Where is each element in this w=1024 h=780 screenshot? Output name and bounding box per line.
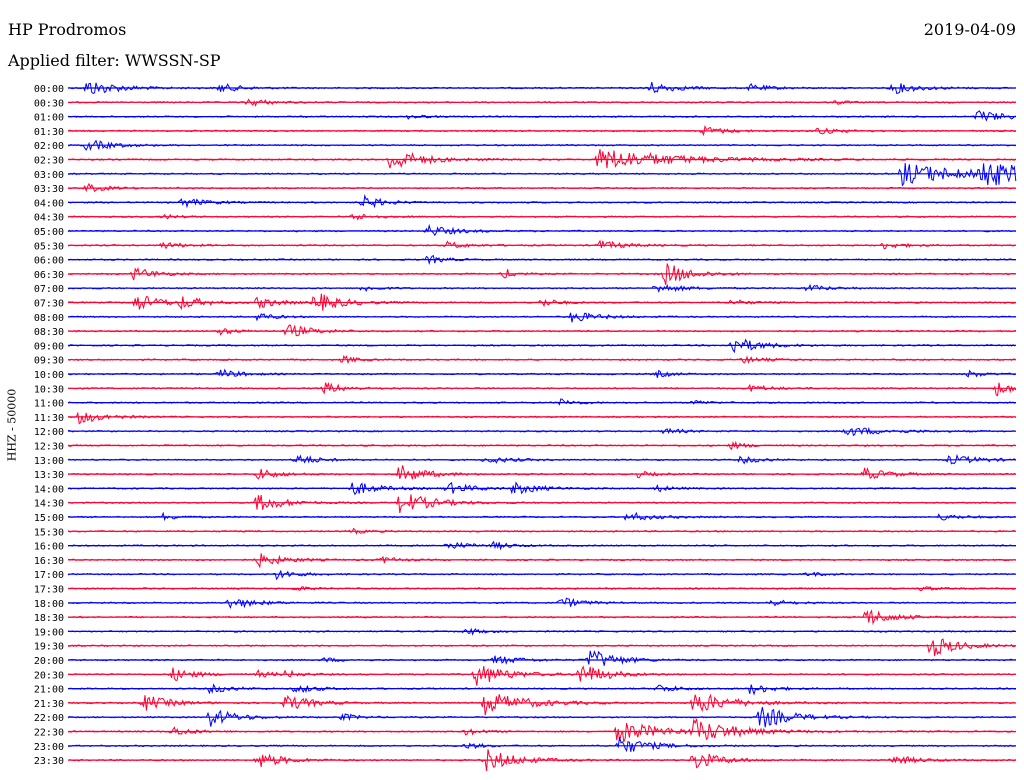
row-time-label: 14:30	[34, 499, 64, 510]
row-time-label: 11:00	[34, 399, 64, 410]
seismic-trace	[67, 494, 1016, 514]
seismic-trace	[67, 693, 1016, 716]
seismic-trace	[67, 569, 1016, 581]
row-time-label: 15:30	[34, 527, 64, 538]
seismic-trace	[67, 149, 1017, 169]
row-time-label: 20:30	[34, 670, 64, 681]
row-time-label: 12:00	[34, 427, 64, 438]
filter-label: Applied filter: WWSSN-SP	[8, 51, 221, 70]
row-time-label: 13:00	[34, 456, 64, 467]
row-time-label: 17:00	[34, 570, 64, 581]
row-time-label: 03:00	[34, 170, 64, 181]
seismic-trace	[67, 193, 1017, 209]
row-time-label: 00:30	[34, 98, 64, 109]
row-time-label: 02:00	[34, 141, 64, 152]
row-time-label: 05:30	[34, 241, 64, 252]
row-time-label: 14:00	[34, 484, 64, 495]
seismic-trace	[67, 665, 1017, 686]
row-time-label: 11:30	[34, 413, 64, 424]
row-time-label: 07:30	[34, 299, 64, 310]
row-time-label: 19:30	[34, 642, 64, 653]
row-time-label: 06:00	[34, 256, 64, 267]
row-time-label: 10:00	[34, 370, 64, 381]
row-time-label: 21:00	[34, 685, 64, 696]
row-time-label: 04:00	[34, 198, 64, 209]
row-time-label: 10:30	[34, 384, 64, 395]
seismic-trace	[67, 381, 1017, 397]
row-time-label: 01:30	[34, 127, 64, 138]
row-time-label: 20:00	[34, 656, 64, 667]
row-time-label: 04:30	[34, 213, 64, 224]
seismic-trace	[67, 398, 1016, 406]
row-time-label: 13:30	[34, 470, 64, 481]
row-time-label: 00:00	[34, 84, 64, 95]
seismic-trace	[67, 110, 1016, 122]
seismic-trace	[67, 312, 1016, 323]
row-time-label: 22:30	[34, 728, 64, 739]
station-title: HP Prodromos	[8, 20, 127, 39]
row-time-label: 17:30	[34, 585, 64, 596]
seismic-trace	[67, 324, 1016, 337]
row-time-label: 06:30	[34, 270, 64, 281]
date-label: 2019-04-09	[923, 20, 1016, 39]
row-time-label: 01:00	[34, 113, 64, 124]
row-time-label: 16:30	[34, 556, 64, 567]
row-time-label: 07:00	[34, 284, 64, 295]
row-time-label: 09:30	[34, 356, 64, 367]
row-time-label: 18:00	[34, 599, 64, 610]
row-time-label: 15:00	[34, 513, 64, 524]
seismic-trace	[67, 638, 1016, 657]
seismic-trace	[67, 411, 1016, 425]
row-time-label: 12:30	[34, 442, 64, 453]
row-time-label: 23:30	[34, 756, 64, 767]
row-time-label: 21:30	[34, 699, 64, 710]
row-time-label: 23:00	[34, 742, 64, 753]
seismic-trace	[67, 650, 1016, 666]
row-time-label: 08:00	[34, 313, 64, 324]
row-time-label: 08:30	[34, 327, 64, 338]
row-time-label: 02:30	[34, 156, 64, 167]
row-time-label: 18:30	[34, 613, 64, 624]
seismic-trace	[67, 683, 1016, 696]
row-time-label: 03:30	[34, 184, 64, 195]
seismic-trace	[67, 465, 1017, 480]
row-time-label: 22:00	[34, 713, 64, 724]
row-time-label: 16:00	[34, 542, 64, 553]
seismic-trace	[67, 736, 1016, 753]
row-time-label: 05:00	[34, 227, 64, 238]
row-time-label: 19:00	[34, 627, 64, 638]
row-time-label: 09:00	[34, 341, 64, 352]
